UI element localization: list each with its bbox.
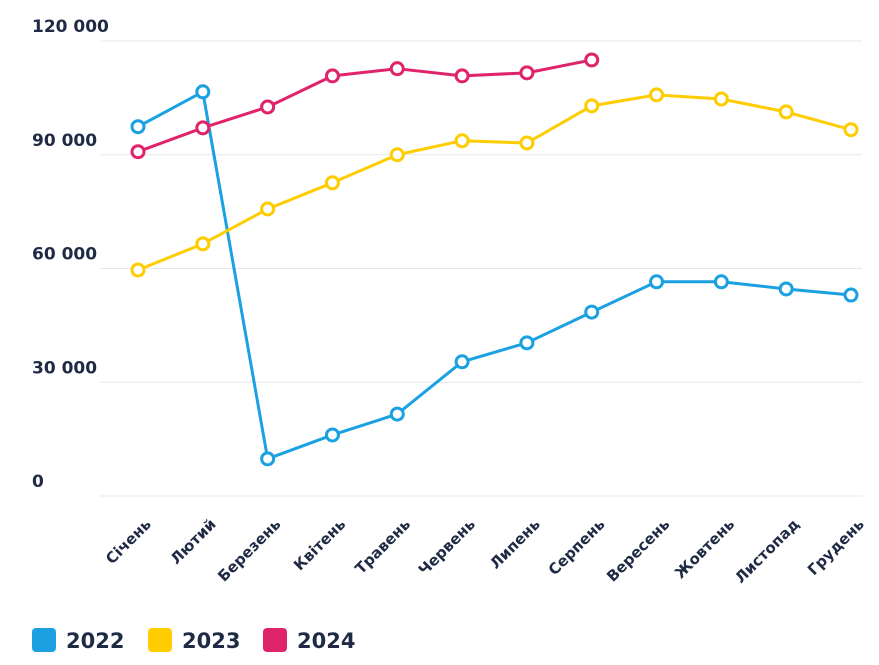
legend-item: 2024	[263, 628, 355, 653]
y-tick-label: 90 000	[32, 131, 97, 151]
point	[778, 281, 794, 297]
legend-label: 2022	[66, 629, 124, 653]
point	[584, 304, 600, 320]
point	[584, 98, 600, 114]
point	[713, 274, 729, 290]
point	[130, 144, 146, 160]
point	[130, 119, 146, 135]
x-tick-label: Березень	[214, 515, 284, 585]
point	[519, 135, 535, 151]
x-tick-label: Квітень	[290, 515, 349, 574]
point	[649, 87, 665, 103]
point	[195, 120, 211, 136]
legend-swatch	[32, 628, 56, 652]
series-line	[137, 90, 852, 461]
series-line	[137, 93, 852, 272]
y-tick-label: 60 000	[32, 245, 97, 265]
x-tick-label: Лютий	[167, 515, 220, 568]
point	[324, 175, 340, 191]
point	[584, 52, 600, 68]
point	[778, 104, 794, 120]
x-tick-label: Жовтень	[671, 515, 738, 582]
y-tick-label: 0	[32, 472, 44, 492]
point	[843, 122, 859, 138]
x-tick-label: Травень	[351, 515, 414, 578]
legend-item: 2023	[148, 628, 240, 653]
point	[649, 274, 665, 290]
series-line	[137, 58, 593, 154]
x-tick-label: Листопад	[731, 515, 803, 587]
point	[260, 451, 276, 467]
point	[389, 61, 405, 77]
point	[260, 99, 276, 115]
legend-label: 2024	[297, 629, 355, 653]
point	[389, 406, 405, 422]
x-tick-label: Липень	[486, 515, 544, 573]
point	[324, 68, 340, 84]
x-tick-label: Січень	[102, 515, 155, 568]
y-tick-label: 30 000	[32, 358, 97, 378]
x-tick-label: Червень	[415, 515, 479, 579]
point	[519, 65, 535, 81]
y-tick-label: 120 000	[32, 17, 109, 37]
point	[454, 133, 470, 149]
point	[519, 335, 535, 351]
point	[195, 236, 211, 252]
legend-swatch	[263, 628, 287, 652]
point	[130, 262, 146, 278]
point	[454, 68, 470, 84]
point	[454, 354, 470, 370]
x-tick-label: Серпень	[545, 515, 609, 579]
point	[843, 287, 859, 303]
legend-swatch	[148, 628, 172, 652]
point	[195, 84, 211, 100]
x-tick-label: Грудень	[804, 515, 868, 579]
legend-label: 2023	[182, 629, 240, 653]
point	[713, 91, 729, 107]
point	[389, 147, 405, 163]
x-tick-label: Вересень	[603, 515, 673, 585]
point	[324, 427, 340, 443]
point	[260, 201, 276, 217]
legend-item: 2022	[32, 628, 124, 653]
